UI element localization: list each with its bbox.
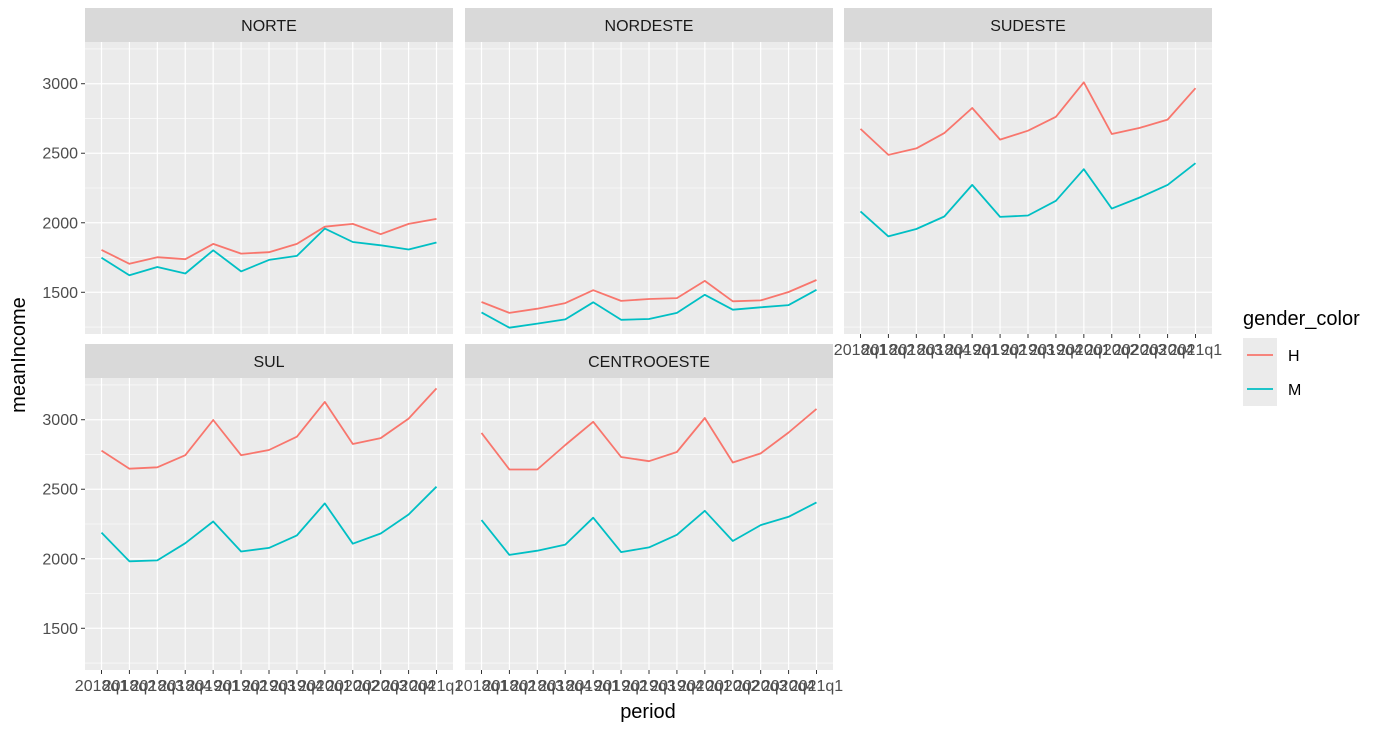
axes-layer: 15002000250030002018q12018q22018q32018q4… (42, 76, 1222, 695)
x-tick-label: 2018q4 (918, 342, 971, 359)
legend-label-h: H (1288, 348, 1300, 365)
x-tick-label: 2019q4 (650, 678, 703, 695)
x-tick-label: 2020q2 (706, 678, 759, 695)
x-tick-label: 2020q2 (326, 678, 379, 695)
x-tick-label: 2020q3 (1113, 342, 1166, 359)
x-tick-label: 2018q1 (455, 678, 508, 695)
x-tick-label: 2018q2 (103, 678, 156, 695)
x-tick-label: 2020q1 (1057, 342, 1110, 359)
x-tick-label: 2018q1 (75, 678, 128, 695)
x-tick-label: 2019q1 (945, 342, 998, 359)
x-axis-title: period (620, 701, 676, 723)
panel-sudeste: SUDESTE (844, 8, 1212, 334)
strip-sudeste (844, 8, 1212, 42)
x-tick-label: 2019q2 (594, 678, 647, 695)
legend-title: gender_color (1243, 308, 1360, 330)
y-tick-label: 3000 (42, 76, 78, 93)
x-tick-label: 2019q2 (973, 342, 1026, 359)
strip-label-centrooeste: CENTROOESTE (588, 354, 710, 371)
x-tick-label: 2020q1 (678, 678, 731, 695)
series-line-h-nordeste (481, 279, 817, 314)
strip-sul (85, 344, 453, 378)
strip-norte (85, 8, 453, 42)
legend: gender_color H M (1243, 308, 1360, 406)
x-tick-label: 2019q4 (1029, 342, 1082, 359)
x-tick-label: 2021q1 (1169, 342, 1222, 359)
x-tick-label: 2018q2 (862, 342, 915, 359)
y-tick-label: 2000 (42, 551, 78, 568)
x-tick-label: 2019q3 (1001, 342, 1054, 359)
y-tick-label: 2500 (42, 146, 78, 163)
series-line-m-centrooeste (480, 501, 817, 556)
x-tick-label: 2020q2 (1085, 342, 1138, 359)
y-tick-label: 3000 (42, 412, 78, 429)
series-line-h-centrooeste (480, 408, 818, 471)
series-line-m-nordeste (481, 289, 817, 329)
x-tick-label: 2019q4 (270, 678, 323, 695)
panel-centrooeste: CENTROOESTE (465, 344, 833, 670)
y-axis-title: meanIncome (8, 297, 30, 413)
strip-label-sul: SUL (253, 354, 284, 371)
legend-label-m: M (1288, 382, 1301, 399)
x-tick-label: 2020q3 (354, 678, 407, 695)
x-tick-label: 2018q3 (890, 342, 943, 359)
series-line-h-sul (101, 387, 438, 470)
panel-nordeste: NORDESTE (465, 8, 833, 334)
strip-label-sudeste: SUDESTE (990, 18, 1066, 35)
series-line-m-sudeste (859, 162, 1197, 238)
x-tick-label: 2020q1 (298, 678, 351, 695)
x-tick-label: 2018q1 (834, 342, 887, 359)
panel-sul: SUL (85, 344, 453, 670)
x-tick-label: 2019q3 (622, 678, 675, 695)
y-tick-label: 1500 (42, 285, 78, 302)
x-tick-label: 2018q2 (483, 678, 536, 695)
x-tick-label: 2019q1 (186, 678, 239, 695)
strip-nordeste (465, 8, 833, 42)
panels-layer: NORTE NORDESTE SUDESTE SUL CENTROOESTE (85, 8, 1212, 670)
series-line-h-norte (101, 218, 437, 265)
x-tick-label: 2020q4 (382, 678, 435, 695)
panel-norte: NORTE (85, 8, 453, 334)
x-tick-label: 2018q3 (511, 678, 564, 695)
y-tick-label: 2500 (42, 482, 78, 499)
strip-label-norte: NORTE (241, 18, 297, 35)
x-tick-label: 2021q1 (790, 678, 843, 695)
legend-key-background (1243, 338, 1277, 406)
x-tick-label: 2020q4 (762, 678, 815, 695)
strip-centrooeste (465, 344, 833, 378)
series-line-m-sul (100, 486, 438, 563)
x-tick-label: 2018q4 (539, 678, 592, 695)
strip-label-nordeste: NORDESTE (605, 18, 694, 35)
x-tick-label: 2020q4 (1141, 342, 1194, 359)
series-line-m-norte (101, 227, 437, 277)
x-tick-label: 2019q1 (566, 678, 619, 695)
x-tick-label: 2019q3 (242, 678, 295, 695)
x-tick-label: 2020q3 (734, 678, 787, 695)
y-tick-label: 2000 (42, 215, 78, 232)
x-tick-label: 2018q3 (131, 678, 184, 695)
x-tick-label: 2021q1 (410, 678, 463, 695)
x-tick-label: 2019q2 (214, 678, 267, 695)
y-tick-label: 1500 (42, 621, 78, 638)
x-tick-label: 2018q4 (159, 678, 212, 695)
series-line-h-sudeste (859, 81, 1197, 156)
